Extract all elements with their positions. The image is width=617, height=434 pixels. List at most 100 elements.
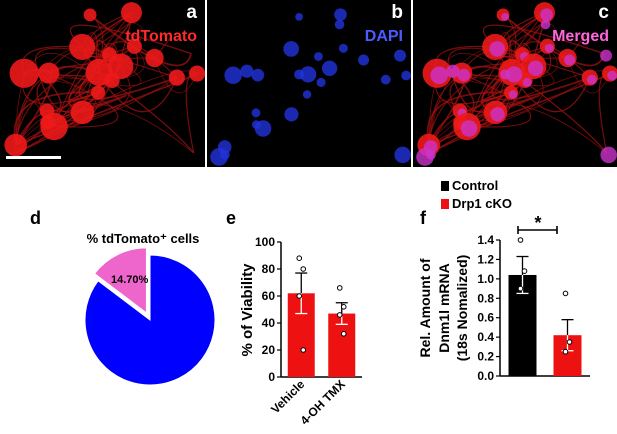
y-tick-label: 0.2 [477,350,494,364]
nucleus [284,107,299,122]
y-tick-label: 0.8 [477,291,494,305]
neurite [466,14,517,127]
y-tick-label: 1.4 [477,233,494,247]
cell-body [121,2,142,24]
cell-body [70,100,95,125]
neurite [13,91,99,146]
neurite [89,12,132,56]
y-tick-label: 0 [268,370,275,384]
nucleus [394,49,407,62]
y-axis-label-line-1: Dnm1l mRNA [436,263,452,352]
data-point [296,293,303,299]
nucleus [401,70,411,81]
nucleus [600,146,617,164]
channel-label-tdtomato: tdTomato [125,28,197,45]
nucleus [302,90,312,99]
nucleus [283,41,299,57]
y-axis-label: % of Viability [239,263,256,357]
y-tick-label: 1.2 [477,252,494,266]
nucleus [540,8,553,21]
nucleus [564,54,576,66]
nucleus [240,64,254,78]
panel-letter-e: e [226,208,236,228]
nucleus [460,120,478,137]
cell-body [4,133,28,157]
nucleus [522,77,532,87]
neurite [154,57,198,94]
nucleus [457,68,471,82]
panel-letter-c: c [598,2,609,23]
nucleus [321,60,338,76]
data-point [340,331,347,337]
nucleus [294,69,305,80]
pie-slice-label: 14.70% [111,274,149,286]
neurite [37,68,119,128]
legend-swatch-1 [441,199,449,209]
y-tick-label: 1.0 [477,272,494,286]
bar-chart-f: 0.0 0.2 0.4 0.6 0.8 1.0 1.2 1.4 Rel. Amount of Dn… [417,178,590,383]
data-point [300,266,307,272]
significance-star: * [534,213,541,233]
nucleus [254,120,272,137]
legend-label-0: Control [452,178,498,193]
nucleus [394,146,411,164]
nucleus [295,13,303,21]
nucleus [251,68,265,82]
data-point [521,268,528,274]
legend-swatch-0 [441,181,449,191]
nucleus [300,66,317,83]
nucleus [506,66,523,83]
nucleus [426,149,436,160]
pie-title: % tdTomato⁺ cells [87,231,200,246]
nucleus [316,77,326,87]
cell-body [145,48,164,68]
nucleus [544,43,554,53]
channel-label-dapi: DAPI [364,28,403,45]
cell-body [189,65,205,82]
merged-image [416,2,617,166]
panel-letter-f: f [420,208,427,228]
neurite [448,47,591,79]
cell-body [83,8,97,22]
y-tick-label: 0.0 [477,369,494,383]
cell-body [9,58,39,88]
data-point [517,237,524,243]
neurite [502,12,545,56]
nucleus [600,49,613,62]
neurite [450,68,532,128]
nucleus [220,149,230,160]
micrograph-merged: Merged c [413,0,617,167]
nucleus [338,43,348,53]
pie-slice-0 [93,247,147,314]
y-axis-label-line-0: Rel. Amount of [417,258,433,357]
cell-body [126,38,142,54]
neurite [53,14,104,127]
data-point [296,255,303,262]
data-point [336,312,343,318]
cell-body [91,85,106,100]
data-point [336,285,343,291]
y-tick-label: 0.6 [477,311,494,325]
nucleus [446,64,460,78]
panel-letter-a: a [186,2,197,23]
cell-body [69,33,96,60]
panel-letter-b: b [391,2,403,23]
y-tick-label: 100 [255,235,275,249]
data-point [562,290,569,297]
nucleus [334,8,347,21]
cell-body [168,69,185,86]
nucleus [334,19,345,30]
nucleus [540,19,551,30]
legend-label-1: Drp1 cKO [452,196,512,211]
data-point [340,304,347,310]
nucleus [251,108,261,118]
data-point [562,348,569,355]
nucleus [490,107,505,122]
y-axis-label-line-2: (18s Nomalized) [454,255,470,362]
cell-body [85,58,113,86]
neurite [426,91,512,146]
nucleus [607,70,617,81]
scale-bar [6,156,61,159]
